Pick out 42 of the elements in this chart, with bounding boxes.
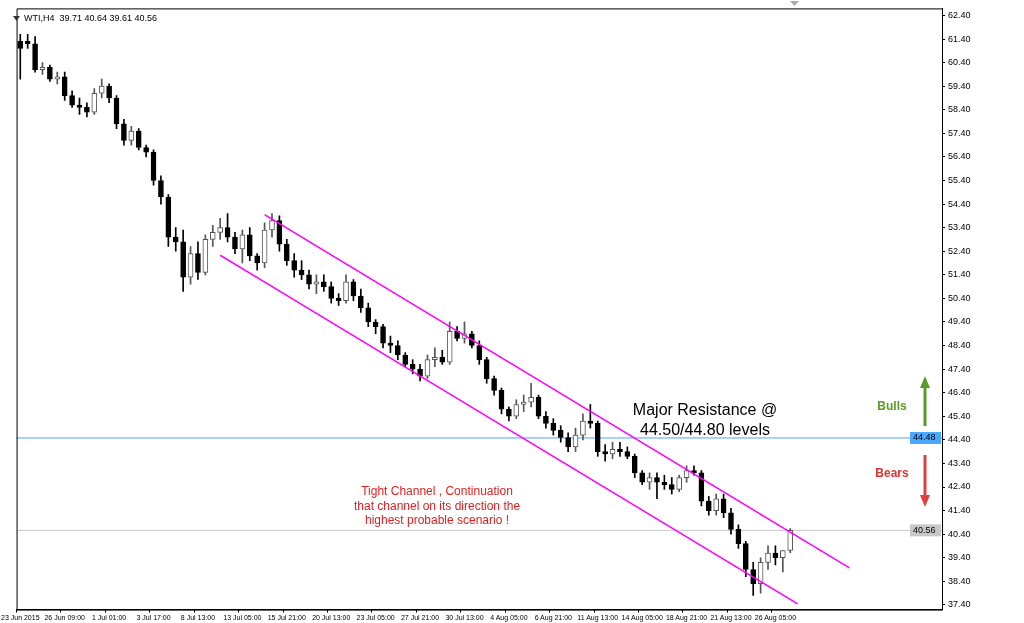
y-tick-label: 58.40: [948, 104, 971, 115]
ref-line-label: 44.48: [913, 432, 936, 443]
candlestick: [654, 472, 660, 500]
y-tick-label: 45.40: [948, 410, 971, 421]
annotation: WTI,H4 39.71 40.64 39.61 40.56: [24, 13, 158, 24]
y-tick-label: 41.40: [948, 505, 971, 516]
y-tick-label: 57.40: [948, 127, 971, 138]
annotation: Bears: [875, 466, 909, 481]
y-tick-label: 39.40: [948, 552, 971, 563]
y-tick-label: 55.40: [948, 174, 971, 185]
y-tick-label: 56.40: [948, 151, 971, 162]
y-tick-label: 61.40: [948, 33, 971, 44]
candlestick: [528, 382, 534, 408]
y-tick-label: 53.40: [948, 222, 971, 233]
candlestick: [617, 441, 623, 457]
y-tick-label: 51.40: [948, 269, 971, 280]
y-tick-label: 42.40: [948, 481, 971, 492]
y-tick-label: 48.40: [948, 340, 971, 351]
annotation: Major Resistance @ 44.50/44.80 levels: [632, 401, 778, 438]
y-tick-label: 49.40: [948, 316, 971, 327]
y-tick-label: 44.40: [948, 434, 971, 445]
y-tick-label: 54.40: [948, 198, 971, 209]
y-tick-label: 37.40: [948, 599, 971, 610]
annotation: Tight Channel , Continuation that channel on its direction the highest probable scenario !: [353, 484, 521, 528]
annotation: Bulls: [877, 399, 907, 414]
y-tick-label: 50.40: [948, 292, 971, 303]
y-tick-label: 60.40: [948, 57, 971, 68]
candlestick: [432, 347, 438, 368]
ref-line-label: 40.56: [913, 524, 936, 535]
y-tick-label: 62.40: [948, 9, 971, 20]
candlestick: [24, 34, 31, 49]
y-tick-label: 52.40: [948, 245, 971, 256]
y-tick-label: 43.40: [948, 457, 971, 468]
candlestick: [602, 444, 608, 462]
y-tick-label: 40.40: [948, 528, 971, 539]
y-tick-label: 46.40: [948, 387, 971, 398]
y-tick-label: 47.40: [948, 363, 971, 374]
candlestick: [320, 274, 327, 292]
candlestick: [172, 227, 179, 252]
y-tick-label: 38.40: [948, 575, 971, 586]
candlestick: [520, 394, 527, 412]
y-tick-label: 59.40: [948, 80, 971, 91]
